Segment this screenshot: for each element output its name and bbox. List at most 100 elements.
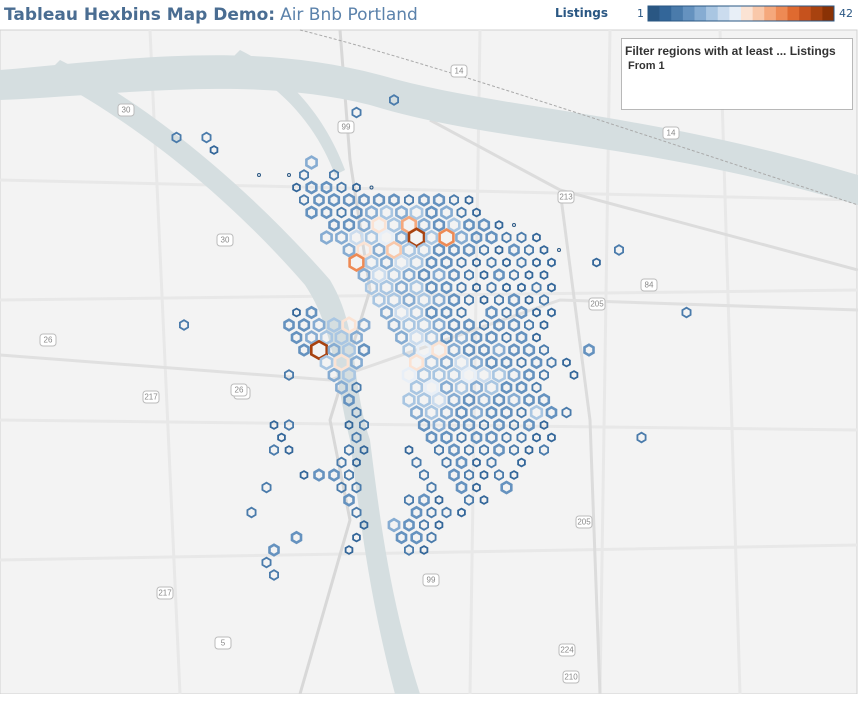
hexbin — [524, 445, 534, 455]
route-shield — [640, 278, 658, 292]
hexbin — [409, 304, 424, 321]
hexbin — [539, 444, 549, 456]
hexbin — [478, 319, 490, 331]
legend-swatch — [694, 6, 707, 21]
hexbin — [432, 417, 446, 433]
hexbin — [448, 243, 460, 257]
hexbin — [178, 319, 190, 331]
hexbin — [410, 505, 423, 520]
hexbin — [371, 266, 387, 284]
route-label: 210 — [564, 673, 578, 682]
hexbin — [343, 493, 355, 507]
legend-swatch — [659, 6, 672, 21]
hexbin — [456, 281, 467, 294]
hexbin — [403, 544, 415, 556]
hexbin — [462, 393, 476, 407]
hexbin — [408, 353, 425, 372]
hexbin — [328, 218, 340, 232]
route-shields: 1414303099213262172178420552249952620521… — [39, 64, 680, 684]
hexbin — [479, 495, 489, 505]
hexbin — [209, 145, 219, 155]
hexbin — [493, 294, 505, 306]
hexbin — [472, 257, 481, 268]
hexbin — [486, 256, 497, 269]
legend-swatch — [810, 6, 823, 21]
hexbin — [352, 457, 361, 468]
hexbin — [440, 305, 453, 320]
hexbin — [472, 457, 481, 468]
hexbin — [403, 518, 415, 532]
hexbin — [440, 380, 453, 395]
legend-swatch — [706, 6, 719, 21]
hexbin — [432, 267, 446, 283]
hexbin — [425, 305, 438, 320]
hexbin — [432, 218, 446, 232]
hexbin — [532, 432, 541, 443]
hexbin — [351, 481, 362, 494]
map[interactable]: 1414303099213262172178420552249952620521… — [0, 29, 858, 695]
hexbin — [387, 292, 401, 308]
hexbin — [478, 419, 490, 431]
hexbin — [523, 418, 535, 432]
hexbin — [493, 268, 505, 282]
hexbin — [292, 307, 301, 318]
hexbin — [507, 293, 521, 307]
hexbin — [532, 307, 541, 318]
hexbin — [418, 469, 430, 481]
hexbin — [478, 244, 490, 256]
hexbin — [440, 355, 453, 370]
hexbin — [336, 206, 347, 219]
hexbin — [402, 392, 416, 408]
hexbin — [426, 506, 437, 519]
hexbin — [319, 329, 334, 346]
hexbin — [531, 281, 542, 294]
hexbin — [432, 193, 446, 207]
hexbin — [447, 367, 461, 383]
hexbin — [359, 520, 369, 530]
hexbin — [500, 380, 513, 395]
hexbin — [485, 305, 498, 320]
hexbin — [344, 420, 354, 430]
hexbin — [371, 216, 387, 234]
filter-value[interactable]: From 1 — [628, 60, 665, 72]
hexbin — [426, 481, 437, 494]
hexbin — [524, 295, 534, 305]
hexbin — [493, 469, 505, 481]
filter-panel[interactable]: Filter regions with at least ... Listing… — [621, 38, 853, 110]
hexbin — [290, 530, 303, 545]
hexbin — [290, 330, 303, 345]
hexbin — [431, 341, 447, 359]
hexbin — [434, 520, 444, 530]
hexbin — [547, 432, 556, 443]
hexbin — [539, 270, 549, 280]
hexbin — [305, 155, 318, 170]
hexbin — [470, 230, 483, 245]
hexbin — [425, 255, 438, 270]
hexbin — [268, 543, 280, 557]
hexbins — [171, 94, 692, 581]
hexbin — [508, 243, 520, 257]
hexbin — [171, 131, 182, 144]
hexbin — [516, 431, 527, 444]
hexbin — [351, 506, 362, 519]
hexbin — [351, 106, 362, 119]
hexbin — [343, 444, 355, 456]
hexbin — [364, 279, 379, 296]
hexbin — [476, 366, 492, 384]
hexbin — [508, 419, 519, 431]
hexbin — [502, 282, 511, 293]
hexbin — [494, 220, 504, 230]
hexbin — [508, 269, 519, 281]
hexbin — [463, 494, 475, 506]
legend-swatch — [799, 6, 812, 21]
hexbin — [327, 193, 341, 207]
hexbin — [523, 368, 535, 382]
hexbin — [364, 254, 379, 271]
hexbin — [379, 204, 394, 221]
hexbin — [336, 456, 347, 469]
hexbin — [440, 330, 453, 345]
hexbin — [298, 343, 310, 357]
hexbin — [479, 270, 489, 280]
hexbin — [402, 267, 416, 283]
hexbin — [432, 367, 446, 383]
